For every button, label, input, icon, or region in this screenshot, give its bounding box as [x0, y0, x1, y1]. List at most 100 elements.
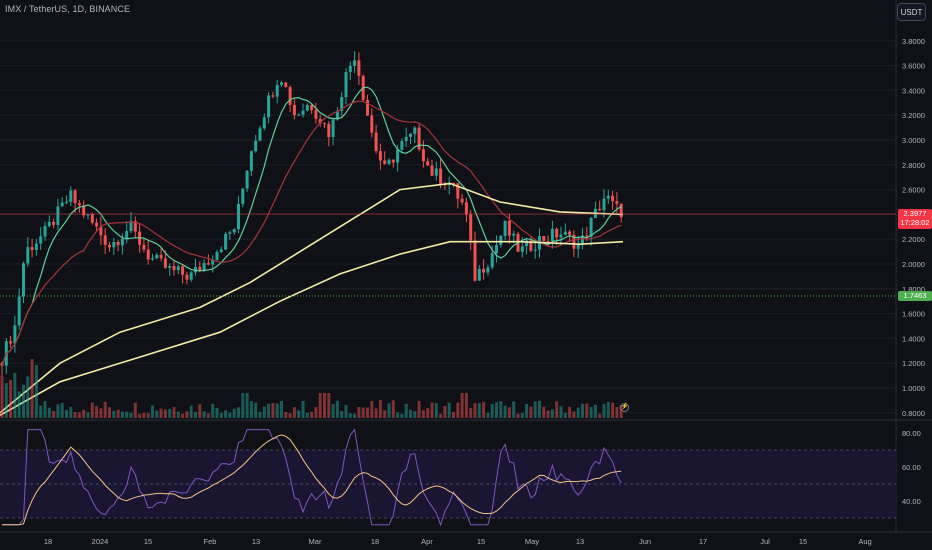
candle-body: [525, 240, 529, 247]
candle-body: [555, 228, 559, 238]
candle-body: [39, 236, 43, 244]
price-tick-label: 2.2000: [902, 235, 925, 244]
volume-bar: [288, 413, 292, 418]
volume-bar: [39, 405, 43, 418]
volume-bar: [464, 393, 468, 418]
candle-body: [529, 240, 533, 251]
candle-body: [146, 249, 150, 260]
volume-bar: [151, 405, 154, 418]
price-tick-label: 1.0000: [902, 384, 925, 393]
candle-body: [142, 244, 146, 250]
candle-body: [615, 201, 619, 204]
volume-bar: [413, 411, 417, 418]
volume-bar: [335, 400, 339, 418]
candle-body: [73, 190, 77, 204]
candle-body: [198, 266, 202, 271]
candle-body: [301, 110, 305, 115]
volume-bar: [611, 402, 615, 418]
time-axis-label: Mar: [309, 537, 322, 546]
volume-bar: [146, 412, 150, 418]
candle-body: [495, 245, 498, 254]
candle-body: [82, 205, 86, 216]
volume-bar: [26, 376, 30, 418]
volume-bar: [348, 413, 352, 418]
volume-bar: [344, 405, 348, 418]
ma-fast-line: [1, 86, 622, 366]
volume-bar: [439, 413, 443, 418]
candle-body: [460, 198, 464, 203]
time-axis-label: 2024: [92, 537, 109, 546]
last-price-value: 2.3977: [903, 209, 927, 218]
rsi-tick-label: 40.00: [902, 497, 921, 506]
volume-bar: [232, 408, 236, 418]
time-axis-label: Jun: [639, 537, 651, 546]
volume-bar: [65, 410, 68, 418]
candle-body: [125, 231, 129, 239]
volume-bar: [163, 409, 167, 418]
volume-bar: [417, 400, 421, 418]
candle-body: [43, 225, 47, 237]
candle-body: [335, 110, 339, 120]
volume-bar: [280, 401, 283, 418]
candle-body: [340, 97, 344, 111]
candle-body: [22, 263, 25, 297]
lightning-icon[interactable]: ⚡: [620, 403, 629, 412]
candle-body: [404, 136, 408, 142]
candle-body: [357, 60, 361, 76]
volume-bar: [559, 406, 563, 418]
volume-bar: [142, 412, 146, 418]
candle-body: [353, 60, 357, 66]
candle-body: [202, 263, 206, 271]
volume-bar: [9, 379, 13, 418]
candle-body: [275, 84, 279, 97]
rsi-line: [2, 428, 622, 527]
time-axis-label: 13: [252, 537, 260, 546]
volume-bar: [284, 411, 288, 418]
volume-bar: [314, 407, 318, 418]
volume-bar: [245, 393, 249, 418]
volume-bar: [90, 402, 94, 418]
volume-bar: [176, 411, 180, 418]
candle-body: [499, 235, 503, 246]
volume-bar: [503, 405, 507, 418]
countdown-value: 17:28:02: [900, 218, 930, 227]
volume-bar: [297, 410, 301, 418]
candle-body: [611, 195, 615, 202]
volume-bar: [4, 383, 8, 418]
volume-bar: [275, 403, 279, 418]
volume-bar: [194, 411, 197, 418]
price-tick-label: 2.6000: [902, 186, 925, 195]
volume-bar: [185, 411, 189, 418]
candle-body: [120, 238, 124, 246]
volume-bar: [211, 403, 215, 418]
volume-bar: [108, 407, 111, 418]
volume-bar: [0, 375, 4, 418]
candle-body: [602, 198, 606, 211]
volume-bar: [568, 406, 572, 418]
volume-bar: [318, 393, 322, 418]
volume-bar: [189, 405, 193, 418]
time-axis-label: 15: [799, 537, 807, 546]
volume-bar: [490, 403, 494, 418]
currency-button[interactable]: USDT: [897, 3, 926, 21]
candle-body: [30, 247, 34, 250]
volume-bar: [310, 411, 314, 418]
candle-body: [576, 243, 580, 249]
volume-bar: [383, 410, 387, 418]
candle-body: [258, 128, 262, 141]
candle-body: [189, 272, 193, 280]
candle-body: [90, 214, 94, 223]
time-axis-label: Feb: [204, 537, 217, 546]
candle-body: [426, 161, 430, 166]
volume-bar: [258, 412, 262, 418]
volume-bar: [357, 407, 361, 418]
volume-bar: [206, 413, 210, 418]
price-tick-label: 3.0000: [902, 136, 925, 145]
volume-bar: [486, 412, 490, 418]
candle-body: [103, 235, 107, 245]
volume-bar: [219, 412, 223, 418]
price-tick-label: 2.0000: [902, 260, 925, 269]
volume-bar: [56, 404, 60, 418]
candle-body: [228, 232, 232, 234]
